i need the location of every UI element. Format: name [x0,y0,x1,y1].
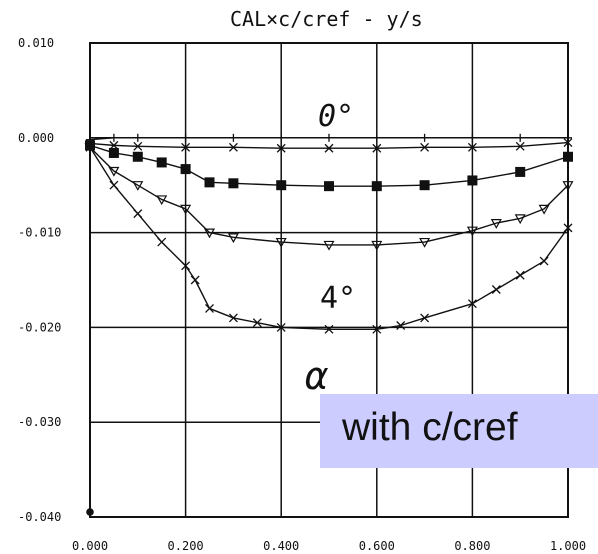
series-3-point-4 [180,204,192,215]
series-3-point-1 [108,166,120,177]
series-3-point-10 [419,237,431,248]
series-0-point-10 [516,133,525,142]
series-2-point-5 [204,177,215,188]
series-1-point-7 [372,143,382,153]
series-1-point-2 [133,141,143,151]
series-layer [84,133,574,334]
series-4-point-2 [133,209,143,219]
series-1-point-8 [420,142,430,152]
series-1-point-5 [276,143,286,153]
series-4-point-10 [324,324,334,334]
y-tick-label-2: -0.010 [18,226,61,240]
series-1-point-3 [181,142,191,152]
series-4-point-18 [563,223,573,233]
series-3-point-3 [156,195,168,206]
series-2-point-4 [180,164,191,175]
series-0-point-2 [133,133,142,142]
series-line-1 [89,141,569,149]
plot-frame [89,42,569,518]
series-2-point-3 [156,157,167,168]
series-0-point-3 [181,133,190,142]
series-0-point-9 [468,133,477,142]
x-tick-label-2: 0.400 [263,539,299,553]
series-line-3 [89,146,569,246]
series-2-point-11 [467,175,478,186]
series-0-point-7 [372,133,381,142]
series-4-point-16 [515,270,525,280]
series-4-point-7 [228,313,238,323]
series-1-point-10 [515,141,525,151]
series-2-point-2 [132,151,143,162]
series-4-point-9 [276,322,286,332]
series-4-point-0 [85,142,95,152]
series-2-point-13 [563,151,573,162]
x-tick-label-3: 0.600 [359,539,395,553]
y-tick-label-1: 0.000 [18,131,54,145]
series-2-point-1 [108,147,119,158]
series-0-point-4 [229,133,238,142]
note-text: with c/cref [342,406,518,449]
series-4-point-6 [205,303,214,313]
series-3-point-8 [323,240,335,251]
y-tick-label-0: 0.010 [18,36,54,50]
series-1-point-11 [563,138,573,147]
series-2-point-10 [419,180,430,191]
series-2-point-0 [85,140,95,151]
series-4-point-15 [491,285,501,294]
series-2-point-7 [276,180,287,191]
series-3-point-13 [514,214,526,225]
series-4-point-14 [467,299,477,309]
series-4-point-4 [181,261,191,271]
series-4-point-1 [109,180,119,190]
series-2-point-8 [324,181,334,192]
tick-labels: 0.000 0.200 0.400 0.600 0.800 1.000 0.010 0.000… [18,36,586,553]
series-3-point-2 [132,181,144,191]
series-4-point-13 [420,313,430,323]
annotation-alpha: α [305,354,329,398]
series-0-point-5 [277,133,286,142]
series-3-point-11 [466,226,478,237]
annotation-0-degree: 0° [318,99,354,134]
series-3-point-15 [562,181,574,191]
series-1-point-9 [467,142,477,152]
series-3-point-14 [538,204,550,215]
series-3-point-9 [371,240,383,251]
chart-title: CAL×c/cref - y/s [230,7,423,31]
y-tick-label-3: -0.020 [18,320,61,334]
series-2-point-6 [228,178,239,189]
series-3-point-12 [490,219,502,229]
note-box [320,394,598,468]
series-4-point-11 [372,324,382,334]
series-0-point-8 [420,133,429,142]
x-tick-label-5: 1.000 [550,539,586,553]
series-3-point-6 [227,233,239,244]
x-tick-label-4: 0.800 [454,539,490,553]
series-1-point-6 [324,143,334,153]
series-2-point-12 [515,166,526,177]
y-tick-label-4: -0.030 [18,415,61,429]
x-tick-label-1: 0.200 [168,539,204,553]
series-3-point-7 [275,237,287,248]
series-3-point-5 [203,228,216,239]
series-4-point-8 [252,318,262,328]
x-tick-label-0: 0.000 [72,539,108,553]
y-tick-label-5: -0.040 [18,510,61,524]
series-1-point-4 [228,142,238,152]
series-2-point-9 [371,181,382,192]
series-4-point-5 [190,275,200,285]
annotation-4-degree: 4° [320,281,356,316]
series-4-point-12 [396,321,406,330]
series-3-point-0 [84,143,96,154]
origin-point [86,508,94,516]
series-0-point-6 [325,133,333,142]
series-4-point-3 [157,237,167,247]
series-0-point-11 [564,133,572,142]
series-4-point-17 [539,256,549,266]
series-0-point-1 [109,133,118,142]
